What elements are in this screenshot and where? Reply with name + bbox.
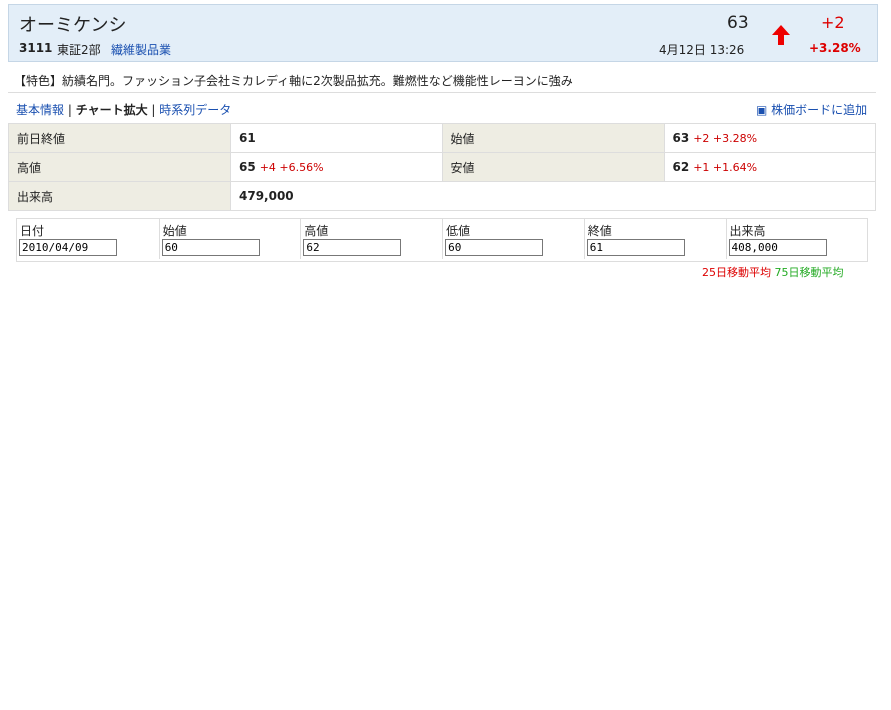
change: +4 +6.56%: [259, 161, 324, 174]
stock-name: オーミケンシ: [19, 15, 127, 36]
field-input[interactable]: 60: [445, 239, 544, 256]
nav-link[interactable]: 時系列データ: [159, 103, 232, 117]
field-label: 終値: [587, 224, 612, 238]
cell-label: 出来高: [8, 181, 231, 211]
field-label: 日付: [20, 224, 45, 238]
field-label: 高値: [304, 224, 329, 238]
field-label: 出来高: [729, 224, 766, 238]
datetime: 4月12日 13:26: [659, 43, 745, 57]
quote-table: 前日終値 61 始値 63 +2 +3.28% 高値 65 +4 +6.56% 安値 62 +1 +…: [8, 123, 876, 211]
code: 3111: [19, 41, 53, 55]
change: +1 +1.64%: [693, 161, 758, 174]
legend-entry: 75日移動平均: [774, 266, 844, 279]
change: +2: [821, 13, 845, 32]
cell-value: 61: [230, 123, 443, 153]
nav-current[interactable]: チャート拡大: [75, 103, 148, 117]
cell-value: 63 +2 +3.28%: [663, 123, 876, 153]
field-input[interactable]: 60: [161, 239, 260, 256]
chart: [0, 280, 891, 710]
legend: 25日移動平均 75日移動平均: [702, 264, 844, 280]
up-arrow: 40506070809010011012013002e+064e+066e+06…: [772, 25, 790, 45]
cell-value: 62 +1 +1.64%: [663, 152, 876, 182]
value: 61: [239, 131, 256, 145]
form-field: 日付 2010/04/09: [17, 219, 158, 259]
value: 63: [672, 131, 690, 145]
price: 63: [727, 13, 749, 33]
table-row: 高値 65 +4 +6.56% 安値 62 +1 +1.64%: [8, 152, 876, 182]
table-row: 出来高 479,000: [8, 181, 876, 211]
form-field: 高値 62: [300, 219, 442, 259]
feature: 【特色】紡績名門。ファッション子会社ミカレディ軸に2次製品拡充。難燃性など機能性…: [14, 74, 573, 88]
divider: [8, 92, 876, 93]
cell-value: 479,000: [230, 181, 876, 211]
field-label: 低値: [446, 224, 471, 238]
add-board-text[interactable]: 株価ボードに追加: [771, 103, 868, 117]
form-field: 始値 60: [158, 219, 301, 259]
form-field: 低値 60: [442, 219, 584, 259]
form-field: 終値 61: [583, 219, 726, 259]
value: 479,000: [239, 189, 294, 203]
cell-label: 前日終値: [8, 123, 231, 153]
field-input[interactable]: 61: [586, 239, 685, 256]
cell-label: 高値: [8, 152, 231, 182]
form-field: 出来高 408,000: [725, 219, 868, 259]
cell-label: 始値: [441, 123, 665, 153]
field-label: 始値: [162, 224, 187, 238]
field-input[interactable]: 2010/04/09: [19, 239, 117, 256]
value: 65: [239, 160, 256, 174]
industry-link[interactable]: 繊維製品業: [111, 43, 172, 57]
table-row: 前日終値 61 始値 63 +2 +3.28%: [8, 123, 876, 153]
change: +2 +3.28%: [693, 132, 758, 145]
legend-entry: 25日移動平均: [702, 266, 771, 279]
nav: 基本情報 | チャート拡大 | 時系列データ: [16, 103, 232, 117]
nav-link[interactable]: 基本情報: [16, 103, 65, 117]
field-input[interactable]: 62: [303, 239, 402, 256]
add-board[interactable]: ▣ 株価ボードに追加: [756, 103, 868, 117]
header: オーミケンシ 3111 東証2部 繊維製品業 63 4月12日 13:26 40…: [8, 4, 878, 62]
value: 62: [672, 160, 690, 174]
form: 日付 2010/04/09 始値 60 高値 62 低値 60 終値 61 出来高 408,000: [16, 218, 868, 262]
change-pct: +3.28%: [809, 41, 861, 55]
cell-value: 65 +4 +6.56%: [230, 152, 443, 182]
market: 東証2部: [57, 43, 101, 57]
field-input[interactable]: 408,000: [728, 239, 827, 256]
cell-label: 安値: [441, 152, 665, 182]
